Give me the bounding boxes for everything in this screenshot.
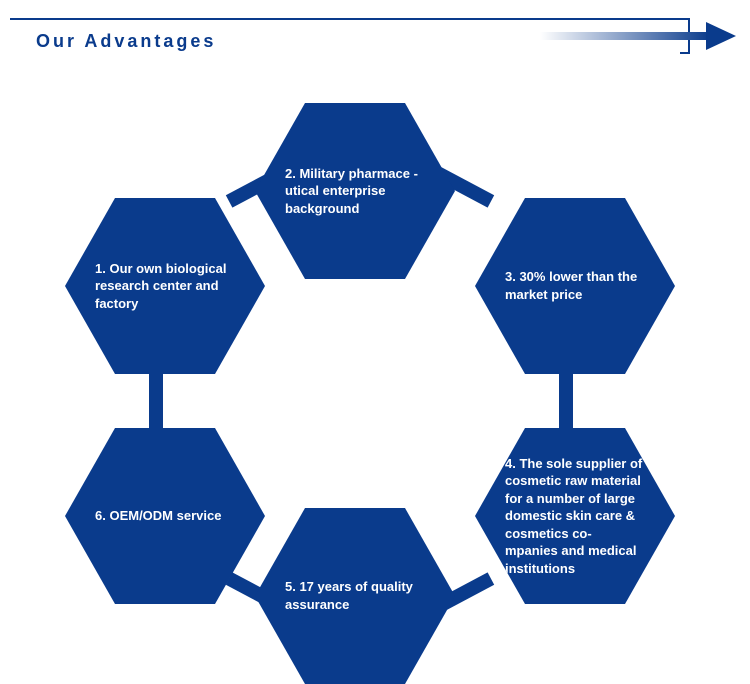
hex-node: 4. The sole supplier of cosmetic raw mat… xyxy=(475,428,675,604)
arrow-head xyxy=(706,22,736,50)
hex-diagram: 1. Our own biological research center an… xyxy=(55,98,695,668)
header-bar: Our Advantages xyxy=(0,18,740,54)
hex-label: 3. 30% lower than the market price xyxy=(505,268,645,303)
hex-node: 1. Our own biological research center an… xyxy=(65,198,265,374)
hex-label: 4. The sole supplier of cosmetic raw mat… xyxy=(505,455,645,578)
page-title: Our Advantages xyxy=(36,31,216,52)
hex-label: 6. OEM/ODM service xyxy=(95,507,235,525)
hex-node: 3. 30% lower than the market price xyxy=(475,198,675,374)
hex-label: 5. 17 years of quality assurance xyxy=(285,578,425,613)
arrow-shaft xyxy=(540,32,710,40)
arrow-icon xyxy=(540,22,750,50)
hex-node: 2. Military pharmace -utical enterprise … xyxy=(255,103,455,279)
hex-label: 2. Military pharmace -utical enterprise … xyxy=(285,165,425,218)
hex-node: 5. 17 years of quality assurance xyxy=(255,508,455,684)
hex-label: 1. Our own biological research center an… xyxy=(95,260,235,313)
